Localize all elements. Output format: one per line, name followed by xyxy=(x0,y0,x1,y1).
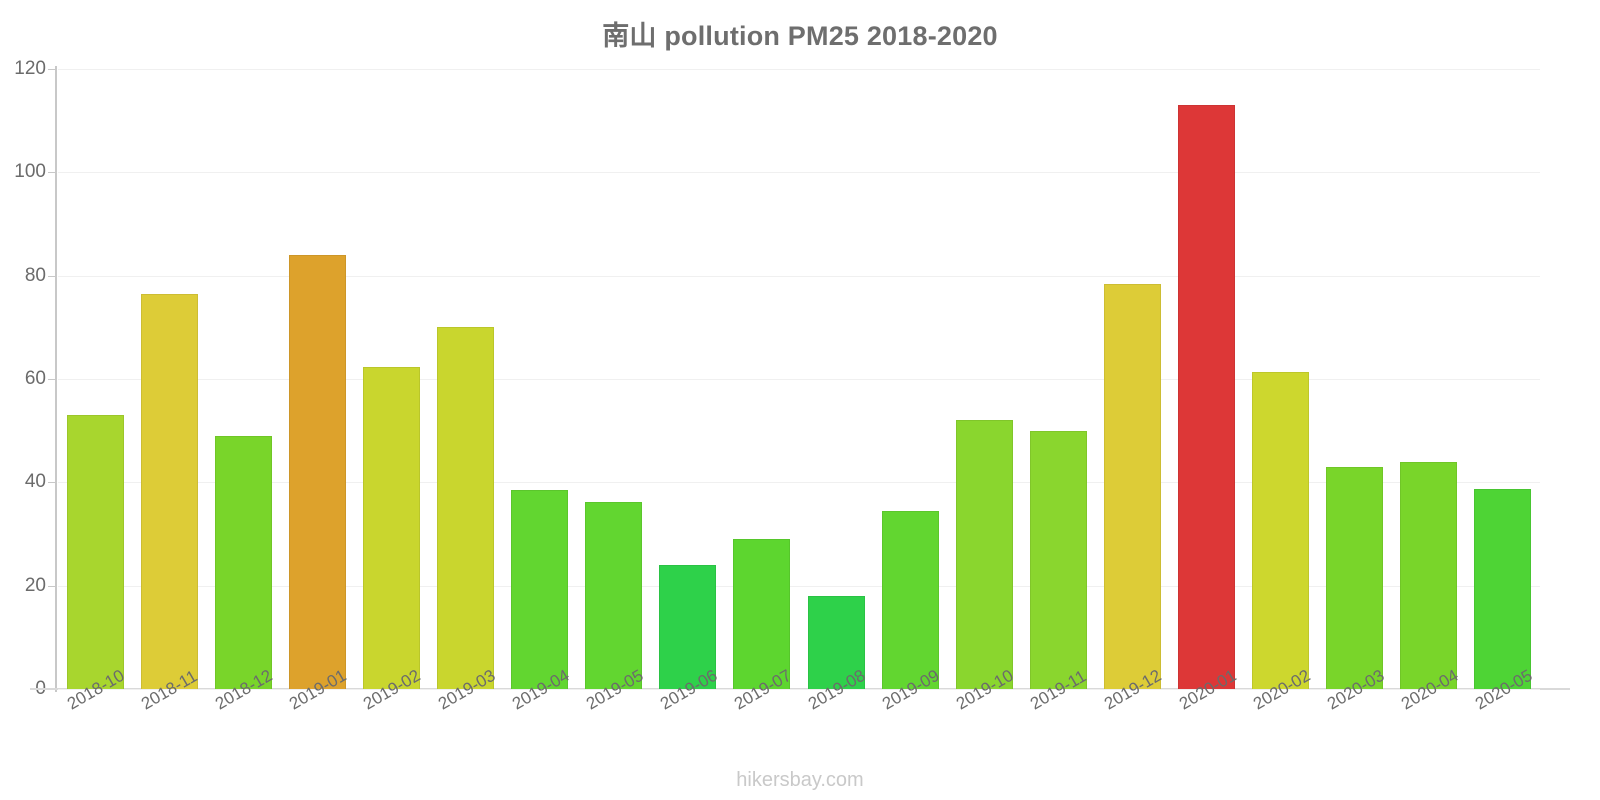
bar[interactable] xyxy=(1400,461,1458,689)
bar[interactable] xyxy=(807,596,865,689)
y-axis-line xyxy=(55,66,57,692)
bar[interactable] xyxy=(1252,372,1310,689)
bar[interactable] xyxy=(1029,430,1087,689)
chart-title: 南山 pollution PM25 2018-2020 xyxy=(602,21,998,51)
gridline xyxy=(58,379,1540,380)
y-axis-tick-label: 20 xyxy=(24,574,46,596)
y-axis-tick-label: 80 xyxy=(24,264,46,286)
bar[interactable] xyxy=(66,415,124,689)
y-axis-tick-label: 60 xyxy=(24,368,46,389)
gridline xyxy=(58,69,1540,70)
gridline xyxy=(58,689,1540,690)
plot-area xyxy=(58,69,1540,690)
bar[interactable] xyxy=(881,510,939,689)
bar[interactable] xyxy=(1474,489,1532,689)
gridline xyxy=(58,275,1540,277)
gridline xyxy=(58,172,1540,174)
bar[interactable] xyxy=(585,501,643,689)
y-axis-tick-label: 40 xyxy=(24,471,46,493)
bar[interactable] xyxy=(733,539,791,689)
bar[interactable] xyxy=(511,490,569,689)
bar[interactable] xyxy=(659,565,717,689)
bar[interactable] xyxy=(362,367,420,689)
y-axis-tick-label: 100 xyxy=(14,161,46,183)
bar[interactable] xyxy=(1326,466,1384,689)
bar[interactable] xyxy=(140,293,198,689)
source-watermark: hikersbay.com xyxy=(736,769,864,791)
gridline xyxy=(58,482,1540,484)
y-axis-tick-label: 120 xyxy=(14,58,46,79)
bar[interactable] xyxy=(214,435,272,689)
bar[interactable] xyxy=(1178,105,1236,689)
bar[interactable] xyxy=(288,255,346,689)
gridline xyxy=(58,585,1540,587)
bar[interactable] xyxy=(955,420,1013,689)
bar[interactable] xyxy=(437,327,495,689)
bar[interactable] xyxy=(1103,284,1161,689)
